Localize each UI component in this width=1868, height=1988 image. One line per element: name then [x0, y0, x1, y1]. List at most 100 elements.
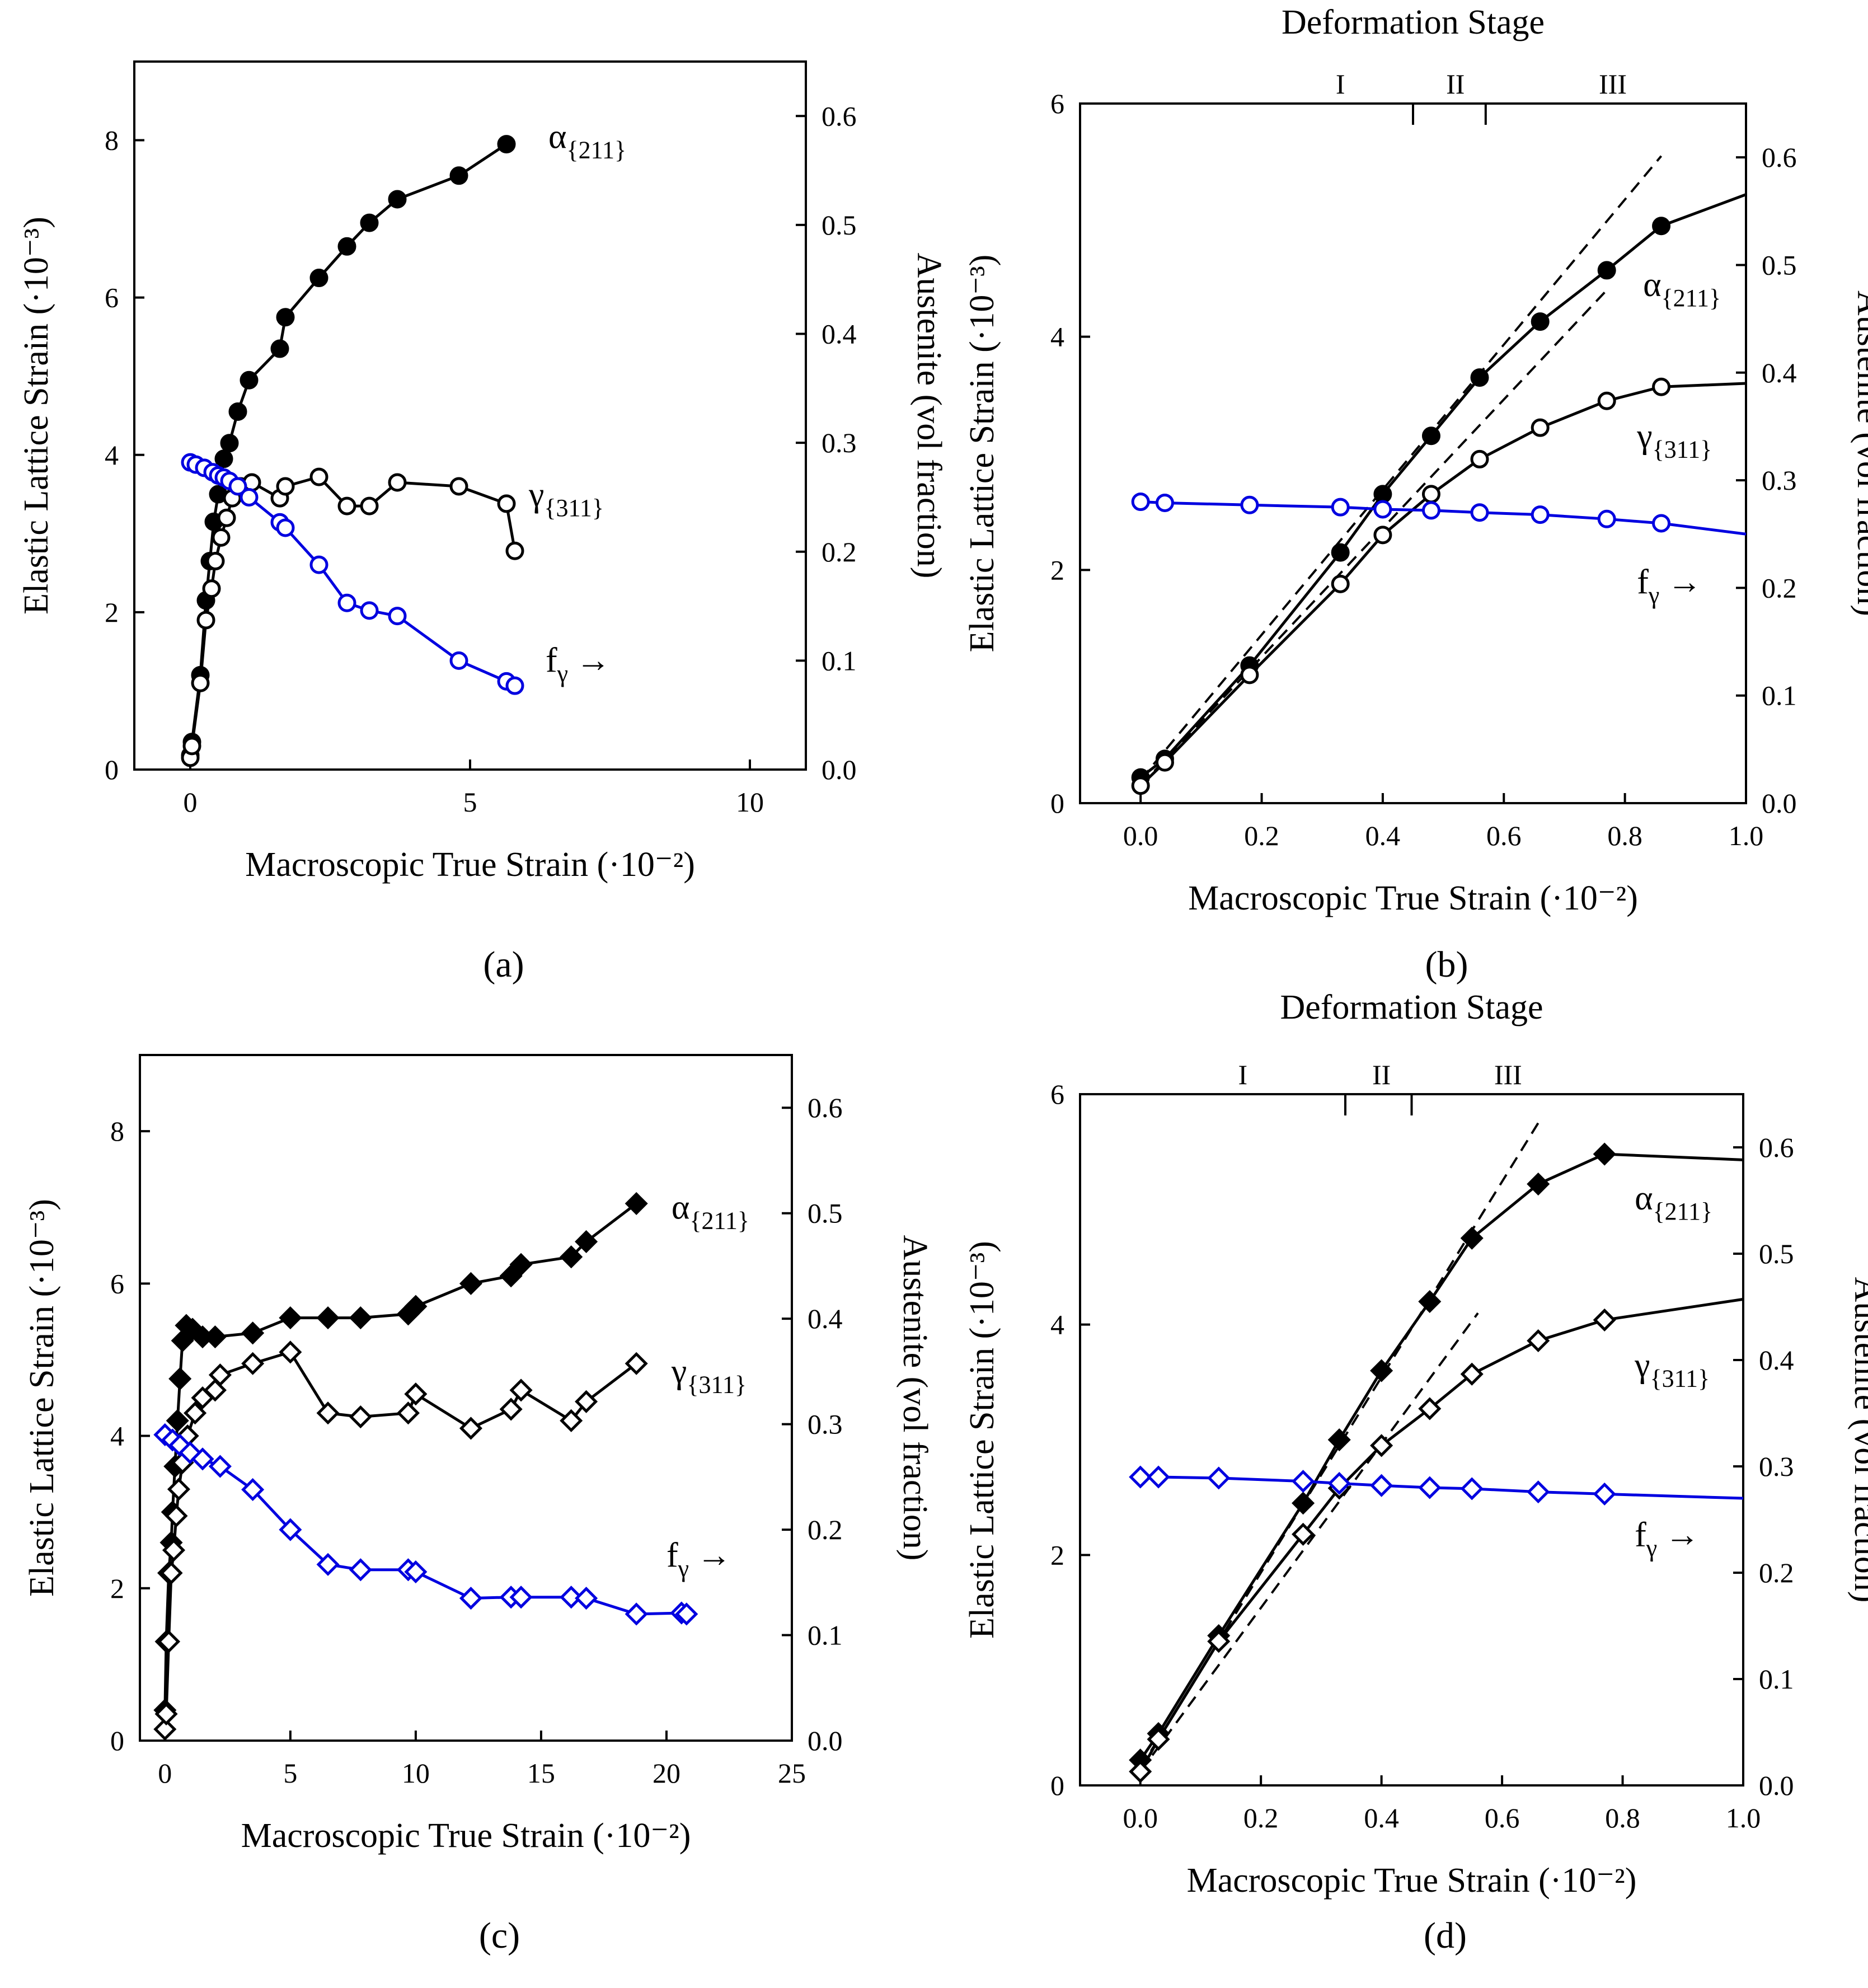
data-point — [1460, 1477, 1484, 1501]
y2-tick-label: 0.2 — [808, 1514, 843, 1545]
series-label: fγ → — [1637, 563, 1702, 609]
series-label: α{211} — [1635, 1179, 1712, 1225]
data-point — [1370, 1434, 1393, 1457]
data-point — [459, 1587, 482, 1610]
data-point — [1155, 753, 1174, 772]
data-point — [349, 1558, 372, 1582]
data-point — [459, 1272, 482, 1295]
x-tick-label: 10 — [736, 786, 764, 818]
data-point — [1373, 526, 1392, 545]
y2-tick-label: 0.5 — [1759, 1238, 1794, 1269]
data-point — [1131, 493, 1150, 512]
x-axis-title: Macroscopic True Strain (·10⁻²) — [1188, 879, 1638, 917]
data-point — [404, 1295, 428, 1318]
x-axis-title: Macroscopic True Strain (·10⁻²) — [245, 846, 695, 884]
data-point — [241, 1478, 265, 1501]
panel-label: (a) — [483, 944, 524, 985]
data-point — [1527, 1329, 1550, 1353]
data-point — [191, 1447, 214, 1471]
y-tick-label: 0 — [110, 1725, 124, 1756]
data-point — [1593, 1308, 1616, 1331]
data-point — [560, 1245, 583, 1269]
y2-tick-label: 0.0 — [1762, 787, 1797, 819]
y2-tick-label: 0.2 — [1762, 572, 1797, 603]
data-point — [1421, 426, 1440, 446]
y2-tick-label: 0.1 — [822, 645, 857, 676]
data-point — [459, 1417, 482, 1440]
data-point — [316, 1553, 340, 1576]
data-point — [1418, 1476, 1442, 1499]
stage-label: I — [1238, 1059, 1248, 1090]
data-point — [337, 496, 356, 515]
data-point — [154, 1702, 178, 1726]
data-point — [1129, 1465, 1152, 1489]
data-point — [499, 1264, 523, 1288]
stage-label: III — [1494, 1059, 1522, 1090]
data-point — [449, 477, 468, 496]
data-point — [337, 593, 356, 612]
x-tick-label: 1.0 — [1729, 820, 1764, 851]
y2-tick-label: 0.4 — [808, 1303, 843, 1334]
data-point — [1527, 1480, 1550, 1504]
data-point — [1470, 368, 1489, 387]
y-axis-title: Elastic Lattice Strain (·10⁻³) — [17, 217, 55, 615]
data-point — [509, 1586, 533, 1609]
dashed-fit-line — [1139, 1312, 1479, 1773]
x-tick-label: 10 — [402, 1757, 430, 1789]
data-point — [1373, 485, 1392, 504]
data-point — [217, 508, 236, 527]
data-point — [497, 494, 516, 513]
data-point — [1593, 1142, 1616, 1166]
y2-tick-label: 0.6 — [1759, 1132, 1794, 1163]
panel-label: (b) — [1425, 944, 1468, 985]
data-point — [279, 1518, 302, 1541]
x-tick-label: 20 — [653, 1757, 680, 1789]
data-point — [241, 1321, 265, 1345]
data-point — [1240, 495, 1259, 514]
data-point — [166, 1409, 189, 1432]
data-point — [509, 1253, 533, 1276]
y2-tick-label: 0.3 — [1759, 1451, 1794, 1482]
series-line — [189, 475, 517, 758]
data-point — [1421, 485, 1440, 504]
data-point — [1531, 312, 1550, 331]
data-point — [625, 1352, 648, 1375]
y2-tick-label: 0.4 — [1759, 1344, 1794, 1376]
data-point — [1155, 493, 1174, 512]
stage-label: II — [1446, 68, 1465, 100]
data-point — [505, 676, 524, 695]
y-tick-label: 8 — [105, 125, 119, 156]
data-point — [625, 1192, 648, 1215]
series-label: fγ → — [546, 641, 611, 687]
x-tick-label: 0 — [184, 786, 198, 818]
y2-axis-title: Austenite (vol fraction) — [1847, 1277, 1868, 1603]
data-point — [165, 1504, 188, 1528]
series-label: γ{311} — [1636, 418, 1712, 463]
x-tick-label: 0.0 — [1123, 820, 1158, 851]
data-point — [228, 477, 247, 496]
data-point — [388, 473, 407, 492]
data-point — [1597, 261, 1616, 280]
y-tick-label: 8 — [110, 1115, 124, 1147]
data-point — [276, 308, 295, 327]
data-point — [1370, 1474, 1393, 1497]
data-point — [214, 449, 233, 468]
data-point — [396, 1401, 420, 1425]
y2-tick-label: 0.5 — [808, 1198, 843, 1229]
data-point — [182, 737, 201, 756]
data-point — [575, 1230, 598, 1254]
data-point — [309, 269, 328, 288]
stage-label: II — [1372, 1059, 1391, 1090]
x-tick-label: 25 — [778, 1757, 806, 1789]
y-tick-label: 6 — [110, 1268, 124, 1299]
data-point — [1470, 503, 1489, 522]
data-point — [316, 1401, 340, 1425]
data-point — [1652, 377, 1671, 396]
y2-tick-label: 0.3 — [808, 1409, 843, 1440]
y-tick-label: 6 — [1050, 88, 1064, 119]
data-point — [675, 1602, 698, 1626]
x-tick-label: 0 — [158, 1757, 172, 1789]
data-point — [241, 1352, 265, 1375]
series-line — [164, 1433, 687, 1616]
